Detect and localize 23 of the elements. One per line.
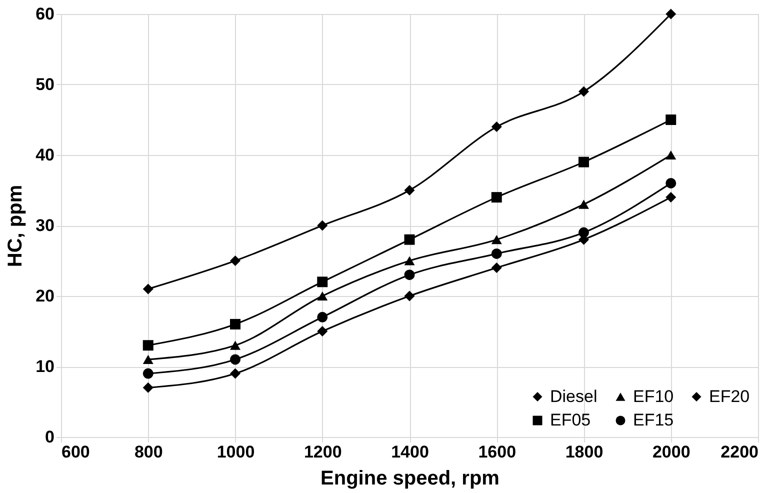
x-tick-label: 600: [62, 442, 90, 462]
legend-label: EF15: [633, 410, 674, 430]
y-tick-label: 60: [36, 4, 54, 24]
legend-label: EF20: [709, 386, 750, 406]
x-tick-label: 1400: [391, 442, 429, 462]
legend-label: EF05: [550, 410, 591, 430]
x-tick-label: 1600: [478, 442, 516, 462]
legend-label: Diesel: [550, 386, 598, 406]
y-tick-label: 30: [36, 216, 54, 235]
y-tick-label: 20: [36, 286, 54, 306]
x-tick-label: 2200: [720, 442, 758, 462]
x-tick-label: 2000: [652, 442, 690, 462]
y-tick-label: 10: [36, 357, 54, 376]
x-tick-label: 800: [134, 442, 163, 462]
y-axis-title: HC, ppm: [4, 184, 27, 268]
y-tick-label: 50: [36, 75, 54, 94]
x-tick-label: 1000: [216, 442, 255, 462]
x-tick-label: 1200: [304, 442, 342, 462]
x-axis-title: Engine speed, rpm: [320, 468, 500, 490]
legend-label: EF10: [633, 386, 674, 406]
y-tick-label: 40: [36, 146, 54, 164]
y-tick-label: 0: [45, 428, 54, 446]
x-tick-label: 1800: [565, 442, 604, 462]
